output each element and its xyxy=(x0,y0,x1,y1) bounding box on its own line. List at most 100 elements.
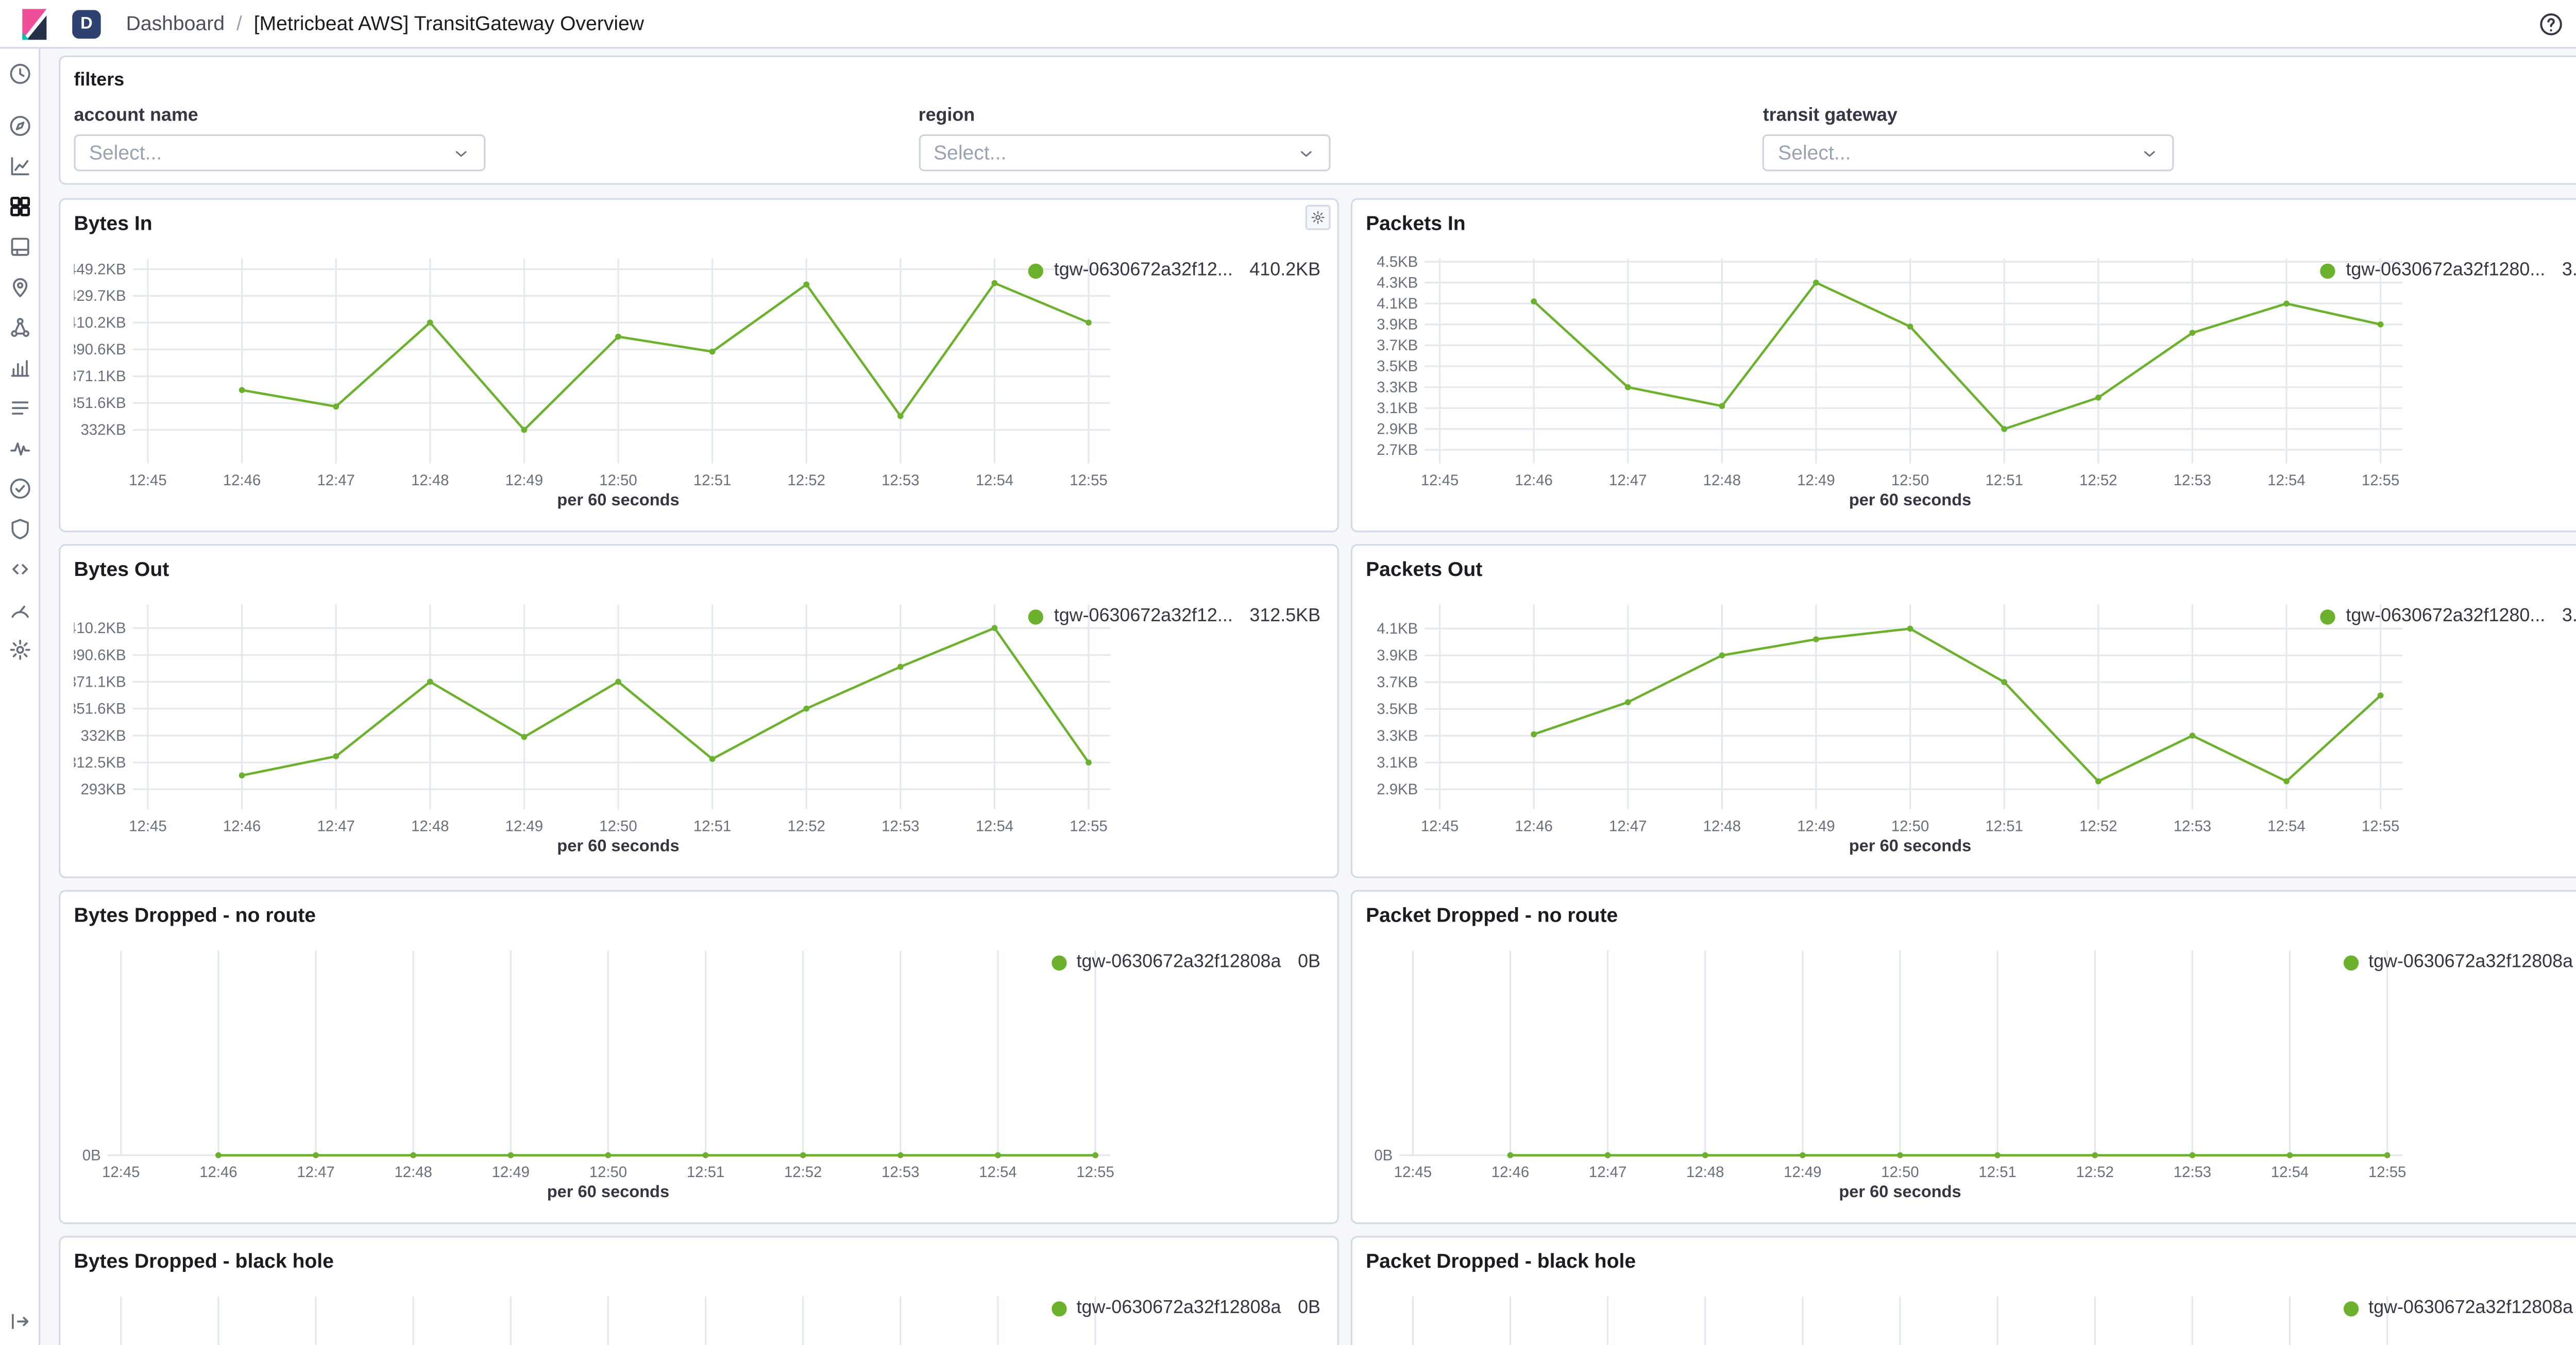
svg-text:12:46: 12:46 xyxy=(223,472,261,489)
svg-text:12:46: 12:46 xyxy=(223,818,261,835)
breadcrumb-dashboard[interactable]: Dashboard xyxy=(126,11,225,36)
svg-text:12:48: 12:48 xyxy=(1703,472,1741,489)
sidebar-item-discover[interactable] xyxy=(0,106,40,146)
legend-series-value: 0B xyxy=(1298,1298,1321,1318)
chart-legend-item[interactable]: tgw-0630672a32f1280... 3.6KB xyxy=(2320,606,2576,626)
chart-legend-item[interactable]: tgw-0630672a32f12808a 0B xyxy=(2343,1298,2576,1318)
discover-icon xyxy=(9,115,30,137)
legend-series-name: tgw-0630672a32f12808a xyxy=(1076,952,1281,973)
time-series-chart[interactable]: 0B12:4512:4612:4712:4812:4912:5012:5112:… xyxy=(1366,1278,2576,1345)
chart-legend-item[interactable]: tgw-0630672a32f12808a 0B xyxy=(1051,952,1320,973)
svg-text:3.7KB: 3.7KB xyxy=(1377,674,1418,691)
sidebar-item-apm[interactable] xyxy=(0,428,40,468)
space-badge[interactable]: D xyxy=(72,9,101,38)
svg-text:410.2KB: 410.2KB xyxy=(74,620,126,637)
svg-text:12:55: 12:55 xyxy=(2362,472,2399,489)
select-placeholder: Select... xyxy=(1778,141,1851,165)
sidebar-item-stack-monitoring[interactable] xyxy=(0,589,40,629)
chevron-down-icon xyxy=(2144,150,2156,156)
dev-tools-icon xyxy=(11,564,27,574)
svg-text:12:52: 12:52 xyxy=(2076,1164,2114,1181)
transit-gateway-select[interactable]: Select... xyxy=(1762,134,2175,172)
panel-title: Bytes Out xyxy=(74,557,170,581)
sidebar-item-maps[interactable] xyxy=(0,267,40,307)
svg-text:12:54: 12:54 xyxy=(976,472,1013,489)
svg-text:per 60 seconds: per 60 seconds xyxy=(547,1182,669,1201)
svg-text:12:46: 12:46 xyxy=(1492,1164,1529,1181)
svg-text:12:53: 12:53 xyxy=(882,818,919,835)
svg-text:12:55: 12:55 xyxy=(2362,818,2399,835)
sidebar-item-visualize[interactable] xyxy=(0,146,40,186)
svg-text:0B: 0B xyxy=(1374,1147,1393,1164)
chart-legend-item[interactable]: tgw-0630672a32f12808a 0B xyxy=(1051,1298,1321,1318)
svg-text:12:54: 12:54 xyxy=(979,1164,1016,1181)
svg-text:351.6KB: 351.6KB xyxy=(74,395,126,412)
svg-text:12:52: 12:52 xyxy=(787,818,825,835)
panel-options-button[interactable] xyxy=(1305,205,1331,230)
time-series-chart[interactable]: 410.2KB 390.6KB 371.1KB 351.6KB 332KB 312.5KB… xyxy=(74,586,1324,855)
sidebar-item-machine-learning[interactable] xyxy=(0,308,40,348)
sidebar-item-dev-tools[interactable] xyxy=(0,549,40,589)
collapse-menu-button[interactable] xyxy=(0,1301,40,1341)
svg-text:3.3KB: 3.3KB xyxy=(1377,727,1418,744)
svg-text:429.7KB: 429.7KB xyxy=(74,287,126,304)
svg-text:12:45: 12:45 xyxy=(102,1164,140,1181)
svg-text:per 60 seconds: per 60 seconds xyxy=(1849,490,1971,509)
svg-text:12:49: 12:49 xyxy=(505,472,543,489)
svg-text:12:53: 12:53 xyxy=(2174,1164,2211,1181)
panel-title: Bytes Dropped - no route xyxy=(74,903,316,927)
visualize-icon xyxy=(10,157,29,176)
time-series-chart[interactable]: 4.1KB 3.9KB 3.7KB 3.5KB 3.3KB 3.1KB 2.9KB 12:45… xyxy=(1366,586,2576,855)
sidebar-item-recently-viewed[interactable] xyxy=(0,54,40,94)
panel-title: Packets Out xyxy=(1366,557,1483,581)
sidebar-item-siem[interactable] xyxy=(0,509,40,549)
svg-text:12:53: 12:53 xyxy=(2174,472,2211,489)
svg-text:12:47: 12:47 xyxy=(1609,472,1647,489)
time-series-chart[interactable]: 4.5KB 4.3KB 4.1KB 3.9KB 3.7KB 3.5KB 3.3KB 3.1KB… xyxy=(1366,240,2576,509)
panel-bytes-dropped-black-hole: Bytes Dropped - black hole tgw-0630672a3… xyxy=(59,1236,1339,1345)
time-series-chart[interactable]: 0B12:4512:4612:4712:4812:4912:5012:5112:… xyxy=(74,1278,1324,1345)
select-placeholder: Select... xyxy=(89,141,162,165)
control-account-name: account name Select... xyxy=(74,106,918,172)
svg-text:per 60 seconds: per 60 seconds xyxy=(1839,1182,1961,1201)
svg-text:12:52: 12:52 xyxy=(2079,818,2117,835)
svg-text:12:51: 12:51 xyxy=(693,472,731,489)
sidebar-item-dashboard[interactable] xyxy=(0,186,40,227)
region-select[interactable]: Select... xyxy=(918,134,1330,172)
kibana-logo[interactable] xyxy=(17,6,52,41)
legend-color-dot xyxy=(1028,608,1044,624)
chart-legend-item[interactable]: tgw-0630672a32f12808a 0B xyxy=(2343,952,2576,972)
svg-text:12:55: 12:55 xyxy=(1076,1164,1114,1181)
sidebar-item-uptime[interactable] xyxy=(0,468,40,508)
panel-title: Packet Dropped - black hole xyxy=(1366,1249,1636,1273)
panel-bytes-out: Bytes Out tgw-0630672a32f12... 312.5KB 4… xyxy=(59,544,1339,878)
svg-text:332KB: 332KB xyxy=(80,727,126,744)
legend-color-dot xyxy=(2320,263,2336,278)
chart-legend-item[interactable]: tgw-0630672a32f1280... 3.9KB xyxy=(2320,260,2576,280)
svg-text:3.5KB: 3.5KB xyxy=(1377,358,1418,375)
panel-bytes-dropped-no-route: Bytes Dropped - no route tgw-0630672a32f… xyxy=(59,890,1339,1224)
chart-legend-item[interactable]: tgw-0630672a32f12... 312.5KB xyxy=(1028,606,1320,626)
control-label: transit gateway xyxy=(1762,106,1897,126)
svg-text:4.3KB: 4.3KB xyxy=(1377,274,1418,291)
account-name-select[interactable]: Select... xyxy=(74,134,486,172)
chart-legend-item[interactable]: tgw-0630672a32f12... 410.2KB xyxy=(1028,260,1320,281)
sidebar-item-metrics[interactable] xyxy=(0,348,40,388)
svg-text:12:45: 12:45 xyxy=(1421,818,1459,835)
sidebar-item-logs[interactable] xyxy=(0,388,40,428)
help-button[interactable] xyxy=(2535,8,2566,39)
time-series-chart[interactable]: 449.2KB 429.7KB 410.2KB 390.6KB 371.1KB 351.6… xyxy=(74,240,1324,509)
legend-color-dot xyxy=(1028,263,1044,278)
svg-text:12:45: 12:45 xyxy=(1421,472,1459,489)
svg-text:371.1KB: 371.1KB xyxy=(74,368,126,385)
canvas-icon xyxy=(10,237,29,256)
sidebar-item-management[interactable] xyxy=(0,629,40,670)
legend-series-name: tgw-0630672a32f12... xyxy=(1054,260,1233,281)
breadcrumb: Dashboard / [Metricbeat AWS] TransitGate… xyxy=(126,12,645,36)
help-icon xyxy=(2539,12,2562,35)
sidebar-item-canvas[interactable] xyxy=(0,227,40,267)
svg-text:2.9KB: 2.9KB xyxy=(1377,420,1418,437)
legend-series-name: tgw-0630672a32f12808a xyxy=(2368,952,2573,973)
